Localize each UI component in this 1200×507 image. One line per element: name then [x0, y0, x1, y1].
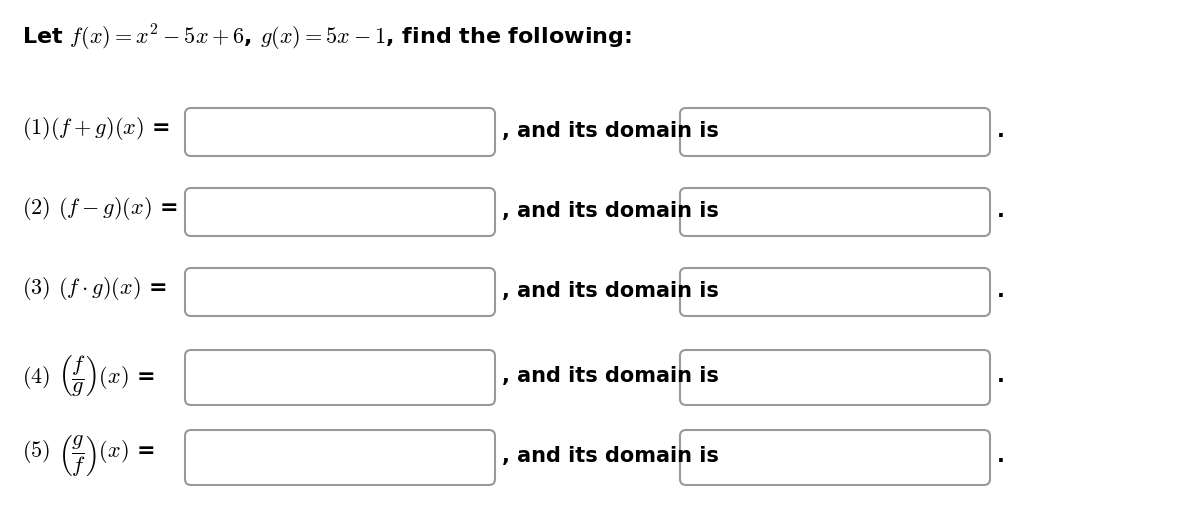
FancyBboxPatch shape [185, 108, 496, 156]
Text: , and its domain is: , and its domain is [502, 201, 719, 221]
Text: , and its domain is: , and its domain is [502, 446, 719, 466]
Text: .: . [997, 121, 1004, 141]
FancyBboxPatch shape [680, 430, 990, 485]
Text: $(3)$ $(f \cdot g)(x)$ =: $(3)$ $(f \cdot g)(x)$ = [22, 274, 167, 302]
FancyBboxPatch shape [680, 188, 990, 236]
Text: .: . [997, 446, 1004, 466]
Text: , and its domain is: , and its domain is [502, 121, 719, 141]
FancyBboxPatch shape [185, 188, 496, 236]
FancyBboxPatch shape [680, 108, 990, 156]
FancyBboxPatch shape [185, 350, 496, 405]
Text: , and its domain is: , and its domain is [502, 366, 719, 386]
Text: $(5)$ $\left(\dfrac{g}{f}\right)(x)$ =: $(5)$ $\left(\dfrac{g}{f}\right)(x)$ = [22, 432, 155, 478]
Text: $(1)(f + g)(x)$ =: $(1)(f + g)(x)$ = [22, 115, 170, 141]
FancyBboxPatch shape [185, 430, 496, 485]
Text: Let $f(x) = x^2 - 5x + 6$, $g(x) = 5x - 1$, find the following:: Let $f(x) = x^2 - 5x + 6$, $g(x) = 5x - … [22, 23, 632, 53]
FancyBboxPatch shape [680, 268, 990, 316]
Text: .: . [997, 281, 1004, 301]
Text: .: . [997, 366, 1004, 386]
Text: , and its domain is: , and its domain is [502, 281, 719, 301]
Text: .: . [997, 201, 1004, 221]
FancyBboxPatch shape [185, 268, 496, 316]
Text: $(2)$ $(f - g)(x)$ =: $(2)$ $(f - g)(x)$ = [22, 195, 178, 222]
FancyBboxPatch shape [680, 350, 990, 405]
Text: $(4)$ $\left(\dfrac{f}{g}\right)(x)$ =: $(4)$ $\left(\dfrac{f}{g}\right)(x)$ = [22, 352, 155, 397]
